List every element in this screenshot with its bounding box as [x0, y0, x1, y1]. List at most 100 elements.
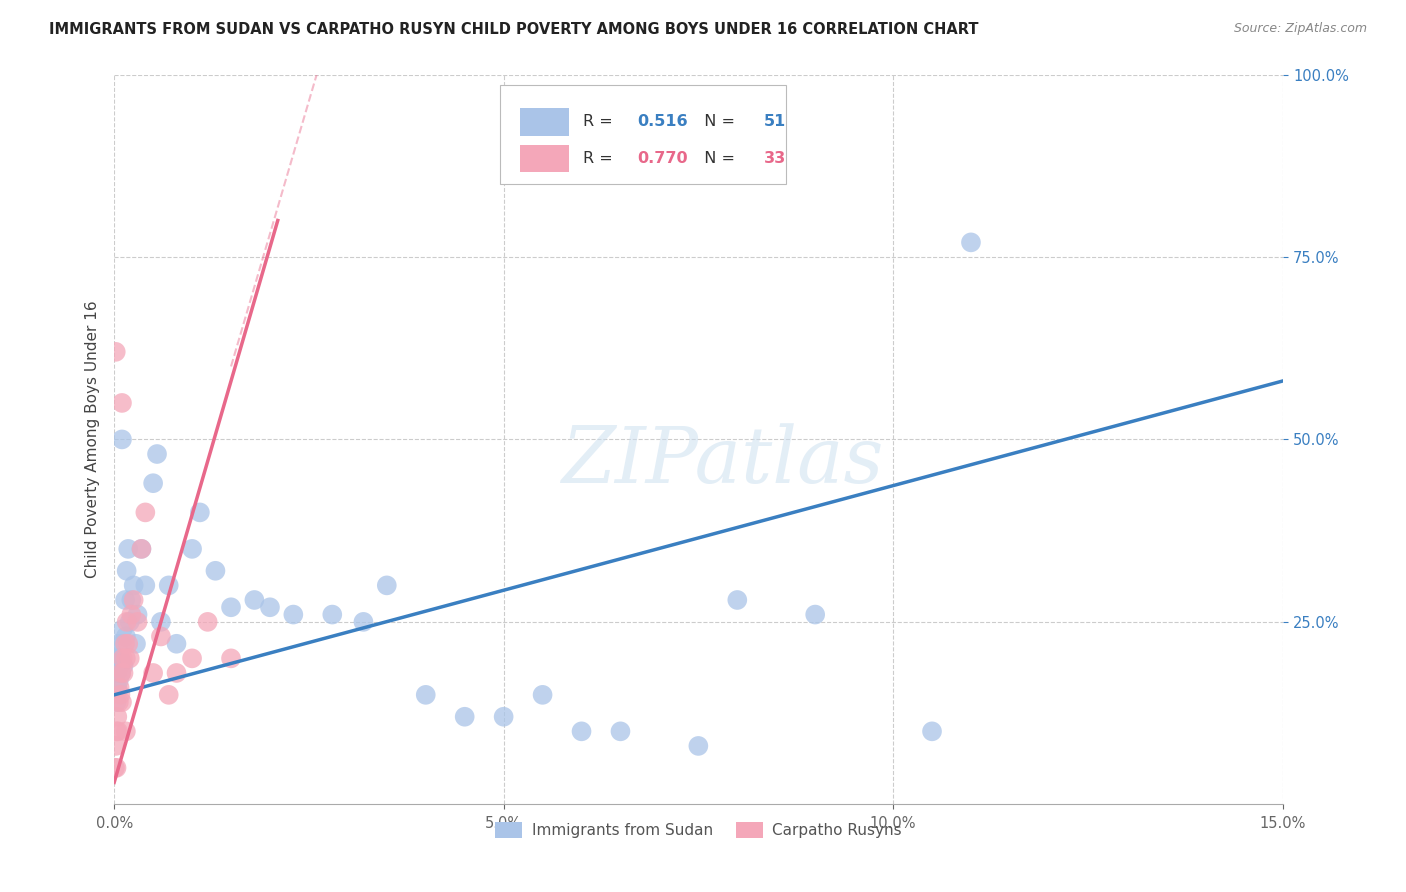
Point	[960, 235, 983, 250]
Point	[181, 651, 204, 665]
Point	[104, 739, 127, 753]
Text: 51: 51	[763, 114, 786, 129]
Point	[114, 637, 136, 651]
Point	[146, 447, 169, 461]
Point	[118, 651, 141, 665]
Point	[114, 593, 136, 607]
Point	[571, 724, 593, 739]
Point	[105, 695, 128, 709]
Point	[105, 761, 128, 775]
Point	[110, 651, 132, 665]
Point	[921, 724, 943, 739]
Point	[352, 615, 374, 629]
Point	[157, 688, 180, 702]
Point	[111, 396, 134, 410]
Point	[115, 615, 138, 629]
Point	[219, 600, 242, 615]
Point	[105, 710, 128, 724]
Point	[115, 630, 138, 644]
Point	[108, 681, 131, 695]
Point	[104, 651, 127, 665]
Point	[111, 622, 134, 636]
Point	[108, 695, 131, 709]
Point	[166, 665, 188, 680]
FancyBboxPatch shape	[499, 86, 786, 184]
Point	[688, 739, 710, 753]
Point	[166, 637, 188, 651]
Point	[115, 651, 138, 665]
Point	[107, 637, 129, 651]
Legend: Immigrants from Sudan, Carpatho Rusyns: Immigrants from Sudan, Carpatho Rusyns	[489, 816, 908, 844]
Point	[415, 688, 437, 702]
Text: ZIPatlas: ZIPatlas	[561, 423, 883, 500]
Point	[115, 724, 138, 739]
Point	[117, 541, 139, 556]
Point	[725, 593, 748, 607]
Point	[120, 593, 142, 607]
Y-axis label: Child Poverty Among Boys Under 16: Child Poverty Among Boys Under 16	[86, 301, 100, 578]
Point	[105, 681, 128, 695]
Point	[112, 665, 135, 680]
Text: N =: N =	[693, 151, 740, 166]
FancyBboxPatch shape	[520, 145, 568, 172]
Point	[149, 615, 172, 629]
Point	[111, 651, 134, 665]
Point	[110, 688, 132, 702]
Text: R =: R =	[582, 114, 617, 129]
Point	[118, 615, 141, 629]
Text: N =: N =	[693, 114, 740, 129]
Point	[134, 578, 156, 592]
Point	[157, 578, 180, 592]
Point	[492, 710, 515, 724]
Point	[110, 665, 132, 680]
Text: IMMIGRANTS FROM SUDAN VS CARPATHO RUSYN CHILD POVERTY AMONG BOYS UNDER 16 CORREL: IMMIGRANTS FROM SUDAN VS CARPATHO RUSYN …	[49, 22, 979, 37]
Point	[108, 658, 131, 673]
Point	[127, 607, 149, 622]
Point	[321, 607, 343, 622]
Point	[105, 724, 128, 739]
Point	[105, 665, 128, 680]
Point	[219, 651, 242, 665]
Point	[111, 637, 134, 651]
Point	[283, 607, 305, 622]
Point	[112, 658, 135, 673]
FancyBboxPatch shape	[520, 108, 568, 136]
Point	[243, 593, 266, 607]
Point	[107, 724, 129, 739]
Text: 0.770: 0.770	[637, 151, 688, 166]
Point	[111, 695, 134, 709]
Point	[454, 710, 477, 724]
Point	[375, 578, 398, 592]
Point	[181, 541, 204, 556]
Point	[188, 505, 211, 519]
Text: R =: R =	[582, 151, 617, 166]
Point	[111, 433, 134, 447]
Point	[259, 600, 281, 615]
Point	[131, 541, 153, 556]
Point	[122, 578, 145, 592]
Point	[108, 673, 131, 688]
Point	[609, 724, 631, 739]
Point	[104, 761, 127, 775]
Text: 0.516: 0.516	[637, 114, 688, 129]
Point	[127, 615, 149, 629]
Point	[197, 615, 219, 629]
Point	[149, 630, 172, 644]
Point	[531, 688, 554, 702]
Point	[804, 607, 827, 622]
Point	[115, 564, 138, 578]
Point	[134, 505, 156, 519]
Point	[117, 637, 139, 651]
Point	[110, 665, 132, 680]
Text: Source: ZipAtlas.com: Source: ZipAtlas.com	[1233, 22, 1367, 36]
Point	[125, 637, 148, 651]
Point	[142, 665, 165, 680]
Point	[104, 344, 127, 359]
Point	[108, 651, 131, 665]
Point	[131, 541, 153, 556]
Point	[122, 593, 145, 607]
Point	[142, 476, 165, 491]
Text: 33: 33	[763, 151, 786, 166]
Point	[204, 564, 226, 578]
Point	[120, 607, 142, 622]
